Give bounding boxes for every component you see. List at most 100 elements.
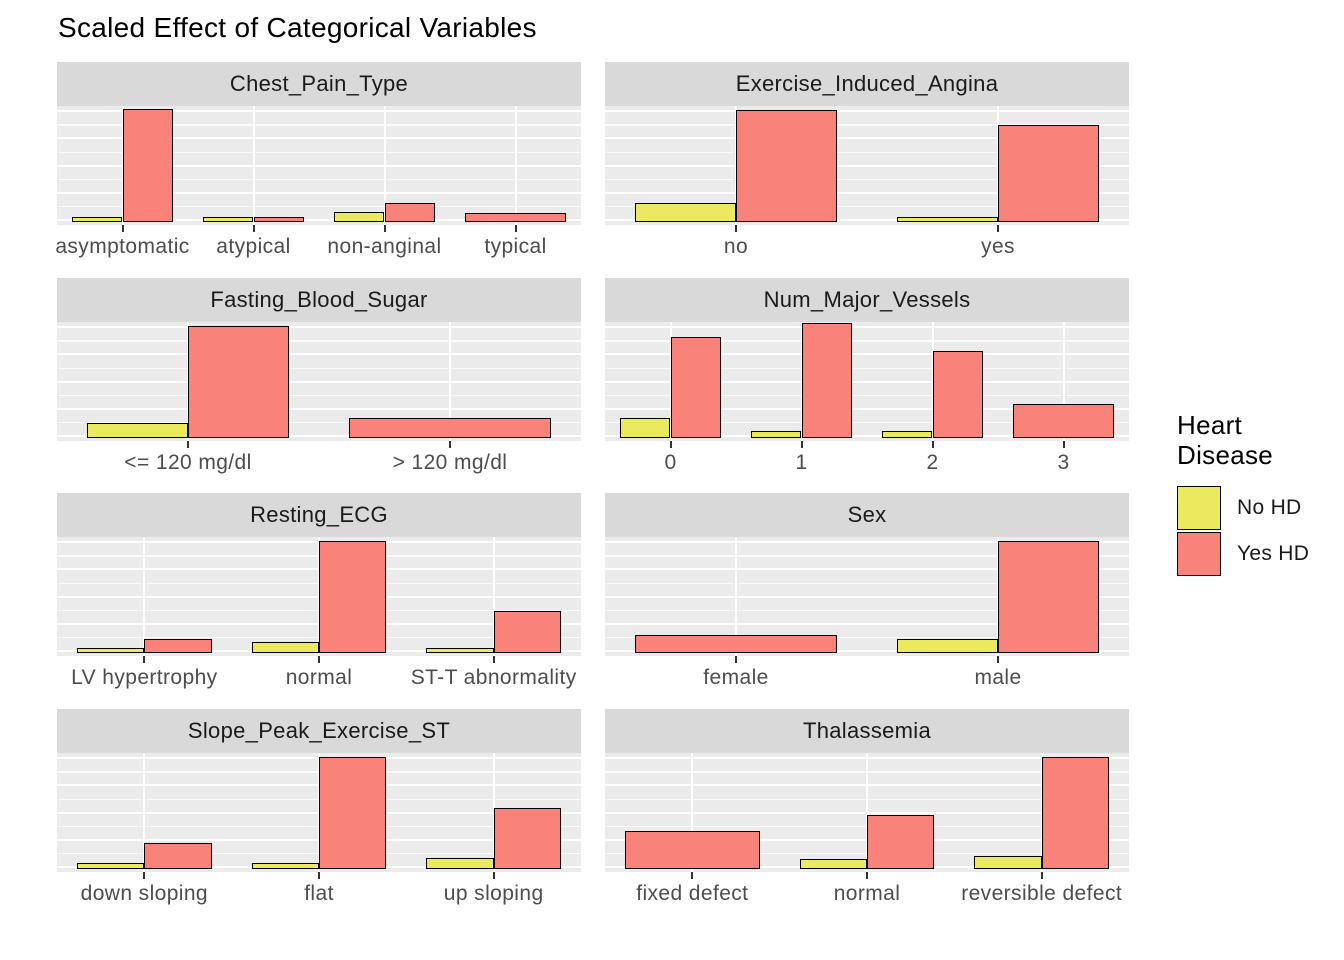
gridline <box>605 407 1129 410</box>
bar-no-hd <box>72 217 123 222</box>
axis-label: <= 120 mg/dl <box>124 451 252 474</box>
bar-no-hd <box>203 217 254 222</box>
axis-label: normal <box>833 882 901 905</box>
gridline <box>57 110 581 113</box>
gridline <box>605 568 1129 571</box>
facet-num-major-vessels: Num_Major_Vessels 0 1 2 3 <box>605 278 1129 496</box>
axis-tick <box>514 225 517 232</box>
axis-label: down sloping <box>80 882 209 905</box>
bar-yes-hd <box>144 639 212 653</box>
facet-strip: Thalassemia <box>605 709 1129 753</box>
gridline <box>866 753 868 872</box>
axis-tick <box>187 441 189 448</box>
axis-label: normal <box>285 666 353 689</box>
facet-panel <box>605 537 1129 656</box>
gridline <box>605 394 1129 397</box>
gridline <box>605 326 1129 329</box>
plot-title: Scaled Effect of Categorical Variables <box>58 12 537 43</box>
facet-panel <box>605 106 1129 225</box>
gridline <box>605 151 1129 153</box>
gridline <box>57 151 581 153</box>
gridline <box>605 435 1129 437</box>
bar-yes-hd <box>122 109 173 222</box>
axis-tick <box>669 441 672 448</box>
bar-no-hd <box>77 648 145 653</box>
bar-no-hd <box>426 858 494 869</box>
axis-label: 1 <box>795 451 808 474</box>
gridline <box>492 537 495 656</box>
axis-label: no <box>723 235 749 258</box>
bar-no-hd <box>799 859 867 869</box>
gridline <box>1062 322 1065 441</box>
facet-panel <box>57 106 581 225</box>
axis-label: 2 <box>926 451 939 474</box>
bar-no-hd <box>77 863 145 869</box>
gridline <box>605 353 1129 356</box>
gridline <box>57 219 581 221</box>
axis-label: atypical <box>216 235 291 258</box>
axis-tick <box>492 656 495 663</box>
axis-tick <box>143 872 146 879</box>
facet-strip: Chest_Pain_Type <box>57 62 581 106</box>
gridline <box>605 555 1129 557</box>
axis-label: 0 <box>664 451 677 474</box>
gridline <box>57 124 581 126</box>
axis-label: yes <box>981 235 1015 258</box>
gridline <box>605 541 1129 544</box>
gridline <box>605 380 1129 383</box>
gridline <box>57 422 581 424</box>
axis-tick <box>800 441 803 448</box>
gridline <box>605 637 1129 639</box>
gridline <box>605 206 1129 208</box>
axis-label: 3 <box>1057 451 1070 474</box>
bar-no-hd <box>897 639 998 653</box>
gridline <box>605 340 1129 342</box>
bar-yes-hd <box>1013 404 1114 438</box>
facet-strip: Exercise_Induced_Angina <box>605 62 1129 106</box>
gridline <box>57 394 581 397</box>
bar-no-hd <box>620 418 671 438</box>
axis-tick <box>691 872 694 879</box>
gridline <box>57 380 581 383</box>
gridline <box>252 106 255 225</box>
gridline <box>605 595 1129 598</box>
axis-tick <box>143 656 146 663</box>
bar-no-hd <box>974 856 1042 869</box>
axis-label: non-anginal <box>327 235 442 258</box>
axis-tick <box>997 225 999 232</box>
axis-label: female <box>703 666 769 689</box>
facet-panel <box>57 537 581 656</box>
legend: Heart Disease No HD Yes HD <box>1177 410 1342 578</box>
bar-yes-hd <box>670 337 721 438</box>
gridline <box>449 322 451 441</box>
gridline <box>57 178 581 181</box>
gridline <box>143 753 146 872</box>
bar-yes-hd <box>384 203 435 222</box>
bar-yes-hd <box>736 110 837 222</box>
legend-label-no-hd: No HD <box>1237 496 1302 519</box>
facet-strip: Fasting_Blood_Sugar <box>57 278 581 322</box>
gridline <box>605 178 1129 181</box>
axis-label: fixed defect <box>636 882 749 905</box>
gridline <box>605 219 1129 221</box>
axis-tick <box>735 656 737 663</box>
axis-tick <box>318 656 320 663</box>
bar-no-hd <box>635 203 736 222</box>
bar-no-hd <box>882 431 933 438</box>
gridline <box>143 537 146 656</box>
gridline <box>57 407 581 410</box>
gridline <box>605 622 1129 625</box>
facet-panel <box>57 753 581 872</box>
facet-resting-ecg: Resting_ECG LV hypertrophy normal ST-T abno… <box>57 493 581 711</box>
gridline <box>691 753 694 872</box>
gridline <box>57 206 581 208</box>
legend-swatch-yes-hd <box>1177 532 1221 576</box>
gridline <box>605 110 1129 113</box>
facet-strip: Sex <box>605 493 1129 537</box>
facet-strip: Slope_Peak_Exercise_ST <box>57 709 581 753</box>
gridline <box>605 137 1129 140</box>
axis-label: asymptomatic <box>55 235 190 258</box>
gridline <box>383 106 386 225</box>
bar-yes-hd <box>625 831 760 869</box>
